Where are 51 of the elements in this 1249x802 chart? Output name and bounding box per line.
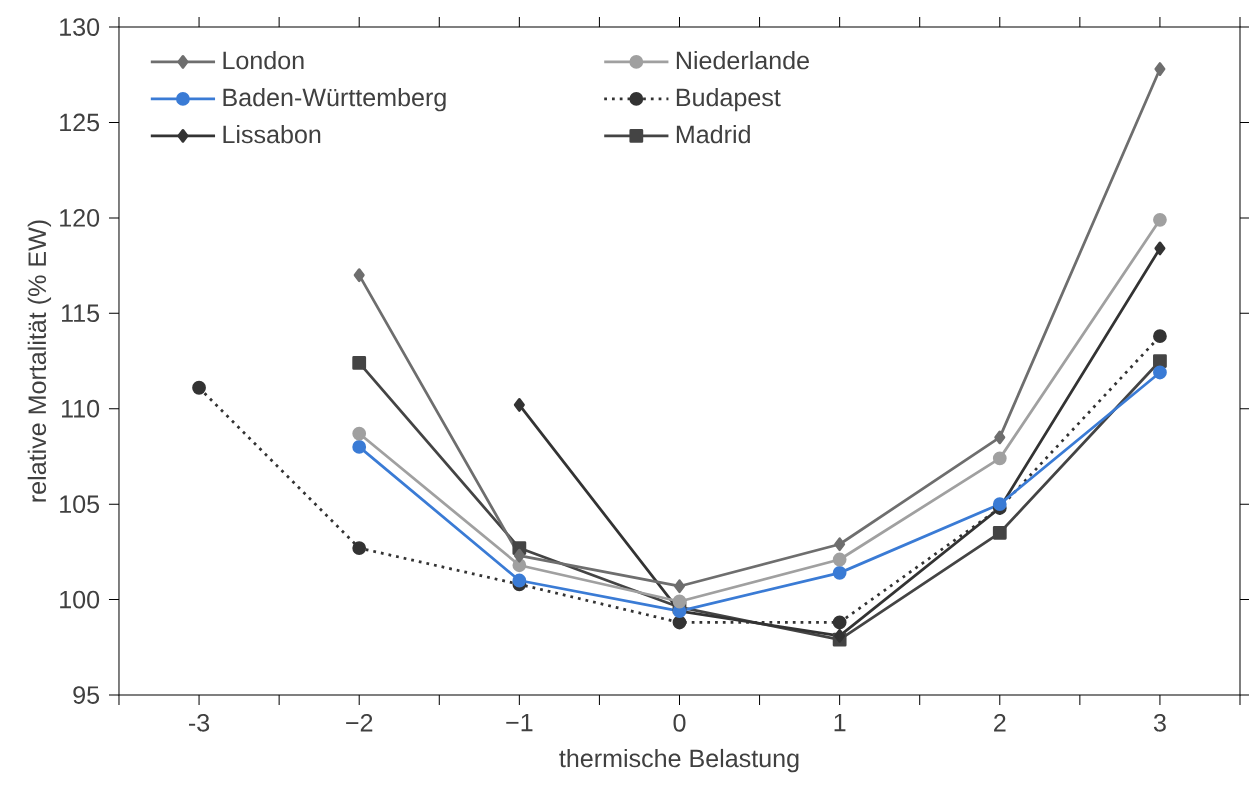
point xyxy=(352,541,367,555)
point xyxy=(832,552,847,567)
legend-label: Madrid xyxy=(676,124,750,144)
point xyxy=(992,451,1007,466)
point xyxy=(832,615,847,630)
y-tick-label: 105 xyxy=(60,495,100,514)
y-tick-label: 115 xyxy=(62,304,100,323)
x-tick-label: 1 xyxy=(834,713,846,732)
legend-label: Budapest xyxy=(676,87,781,112)
point xyxy=(832,565,847,580)
x-tick-label: −2 xyxy=(346,713,373,732)
y-tick-label: 125 xyxy=(60,113,100,132)
point xyxy=(992,525,1007,540)
point xyxy=(512,558,527,573)
point xyxy=(1153,329,1167,344)
point xyxy=(672,615,687,630)
point xyxy=(352,426,367,441)
y-tick-label: 120 xyxy=(60,209,100,227)
point xyxy=(672,594,687,609)
point xyxy=(673,579,686,594)
x-tick-label: -3 xyxy=(189,713,210,732)
point xyxy=(513,548,525,563)
point xyxy=(994,430,1006,445)
x-tick-label: 2 xyxy=(994,713,1006,732)
point xyxy=(1153,365,1167,380)
legend-label: Niederlande xyxy=(676,50,809,70)
point xyxy=(353,268,365,283)
x-tick-label: 0 xyxy=(673,713,686,732)
y-tick-label: 100 xyxy=(60,590,100,609)
point xyxy=(192,380,206,395)
point xyxy=(1154,241,1166,256)
y-axis-title: relative Mortalität (% EW) xyxy=(27,220,52,502)
point xyxy=(1153,354,1167,368)
point xyxy=(352,356,367,370)
legend-label: Lissabon xyxy=(223,124,321,144)
y-tick-label: 130 xyxy=(60,18,100,36)
point xyxy=(512,573,527,588)
point xyxy=(513,398,525,412)
y-tick-label: 95 xyxy=(73,686,100,704)
x-tick-label: −1 xyxy=(506,713,533,732)
legend-label: London xyxy=(223,50,304,70)
point xyxy=(834,628,846,643)
point xyxy=(992,497,1007,512)
legend-label: Baden-Württemberg xyxy=(223,87,446,112)
y-tick-label: 110 xyxy=(62,399,100,418)
point xyxy=(1154,62,1166,76)
point xyxy=(352,440,367,454)
x-tick-label: 3 xyxy=(1153,713,1166,732)
point xyxy=(1153,212,1167,227)
x-axis-title: thermische Belastung xyxy=(559,748,799,773)
point xyxy=(834,537,846,552)
